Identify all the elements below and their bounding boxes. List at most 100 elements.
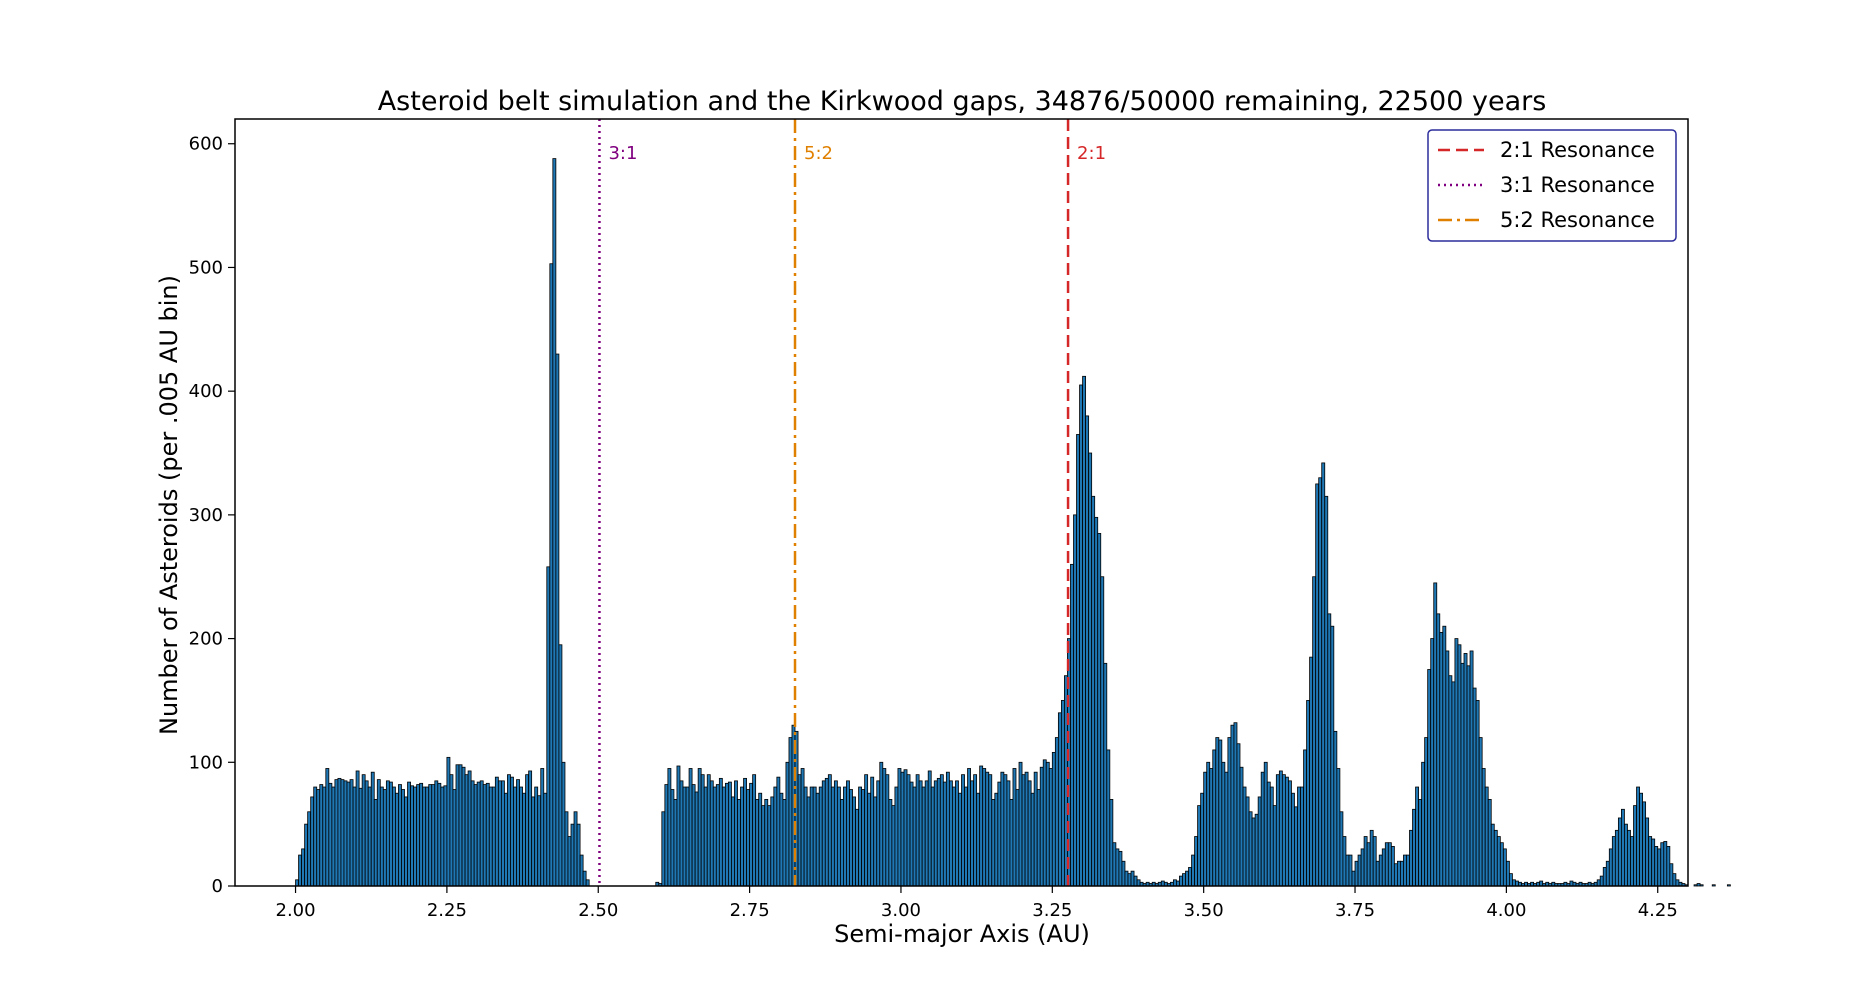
histogram-bar xyxy=(349,779,354,887)
x-tick-label: 3.00 xyxy=(881,900,921,921)
histogram-bar xyxy=(355,770,360,887)
histogram-bar xyxy=(1291,792,1295,887)
histogram-bar xyxy=(1009,799,1014,887)
histogram-bar xyxy=(1372,836,1377,887)
histogram-bar xyxy=(552,158,557,887)
histogram-bar xyxy=(1194,836,1199,887)
histogram-bar xyxy=(876,780,881,887)
histogram-bar xyxy=(788,737,793,887)
histogram-bar xyxy=(691,784,696,887)
axes-frame xyxy=(234,118,1689,887)
y-axis-ticks: 0 100 200 300 400 500 600 xyxy=(189,134,235,897)
histogram-bar xyxy=(1427,669,1432,887)
histogram-bar xyxy=(706,774,711,887)
histogram-bar xyxy=(407,781,411,887)
histogram-bar xyxy=(728,781,732,887)
histogram-bar xyxy=(715,784,720,887)
histogram-bar xyxy=(1003,774,1008,887)
histogram-bar xyxy=(473,784,478,887)
histogram-bar xyxy=(697,768,702,887)
histogram-bar xyxy=(1130,870,1135,887)
histogram-bar xyxy=(419,782,424,887)
histogram-bar xyxy=(982,768,987,887)
histogram-bar xyxy=(1257,796,1262,887)
histogram-bar xyxy=(667,768,672,887)
histogram-bar xyxy=(458,764,463,887)
histogram-bar xyxy=(1487,799,1492,887)
histogram-bar xyxy=(1693,884,1698,887)
x-tick-label: 3.50 xyxy=(1184,900,1224,921)
histogram-bar xyxy=(540,768,545,887)
histogram-bar xyxy=(1397,860,1401,887)
histogram-bar xyxy=(1185,870,1189,887)
histogram-bar xyxy=(773,786,778,887)
histogram-bar xyxy=(1617,817,1622,887)
histogram-bar xyxy=(1651,838,1656,887)
histogram-bar xyxy=(909,781,914,887)
histogram-bar xyxy=(567,836,572,887)
histogram-bar xyxy=(461,766,466,887)
resonance-label-3-1: 3:1 xyxy=(608,143,637,164)
histogram-bar xyxy=(1015,789,1020,887)
histogram-bar xyxy=(325,768,330,887)
histogram-bar xyxy=(1212,749,1217,887)
histogram-bar xyxy=(958,792,962,887)
histogram-bar xyxy=(1412,808,1416,887)
histogram-bar xyxy=(1363,836,1368,887)
histogram-bar xyxy=(752,774,757,887)
histogram-bar xyxy=(867,792,872,887)
histogram-bar xyxy=(467,770,472,887)
histogram-bar xyxy=(994,792,999,887)
histogram-bar xyxy=(491,786,496,887)
histogram-bar xyxy=(413,786,418,887)
histogram-bar xyxy=(1675,879,1680,887)
histogram-bar xyxy=(764,799,769,887)
histogram-bar xyxy=(434,780,439,887)
histogram-bar xyxy=(437,782,442,887)
histogram-bar xyxy=(528,770,533,887)
histogram-bar xyxy=(1030,792,1035,887)
histogram-bar xyxy=(1300,786,1304,887)
histogram-bar xyxy=(479,780,484,887)
histogram-bar xyxy=(422,786,427,887)
histogram-bar xyxy=(991,799,996,887)
histogram-bar xyxy=(846,780,850,887)
histogram-bar xyxy=(1499,842,1504,887)
histogram-bar xyxy=(555,353,560,887)
histogram-bar xyxy=(1669,863,1674,887)
histogram-bar xyxy=(1478,737,1483,887)
histogram-bar xyxy=(519,786,523,887)
histogram-bar xyxy=(582,870,587,887)
histogram-bar xyxy=(718,777,723,887)
histogram-bar xyxy=(328,782,333,887)
histogram-bar xyxy=(1648,836,1653,887)
histogram-bar xyxy=(1430,638,1435,887)
histogram-bar xyxy=(955,780,959,887)
histogram-bar xyxy=(891,805,896,887)
histogram-bar xyxy=(1275,774,1280,887)
histogram-bar xyxy=(1381,848,1386,887)
histogram-bar xyxy=(1191,854,1195,887)
resonance-label-2-1: 2:1 xyxy=(1077,143,1106,164)
histogram-bar xyxy=(1400,860,1404,887)
histogram-bar xyxy=(1118,850,1123,887)
histogram-bar xyxy=(1297,786,1301,887)
histogram-bar xyxy=(721,786,726,887)
histogram-bar xyxy=(1605,860,1610,887)
histogram-bar xyxy=(1672,873,1677,887)
histogram-bar xyxy=(494,776,499,887)
histogram-bar xyxy=(879,761,884,887)
histogram-bar xyxy=(912,786,917,887)
histogram-bar xyxy=(561,761,566,887)
histogram-bar xyxy=(873,796,878,887)
histogram-bar xyxy=(815,792,820,887)
histogram-bar xyxy=(1127,873,1132,887)
histogram-bar xyxy=(1657,848,1662,887)
histogram-bar xyxy=(1248,811,1253,887)
histogram-bar xyxy=(882,768,887,887)
histogram-bar xyxy=(376,779,381,887)
histogram-bar xyxy=(1611,836,1616,887)
histogram-bar xyxy=(298,854,303,887)
histogram-bar xyxy=(1288,780,1292,887)
histogram-bar xyxy=(395,792,399,887)
